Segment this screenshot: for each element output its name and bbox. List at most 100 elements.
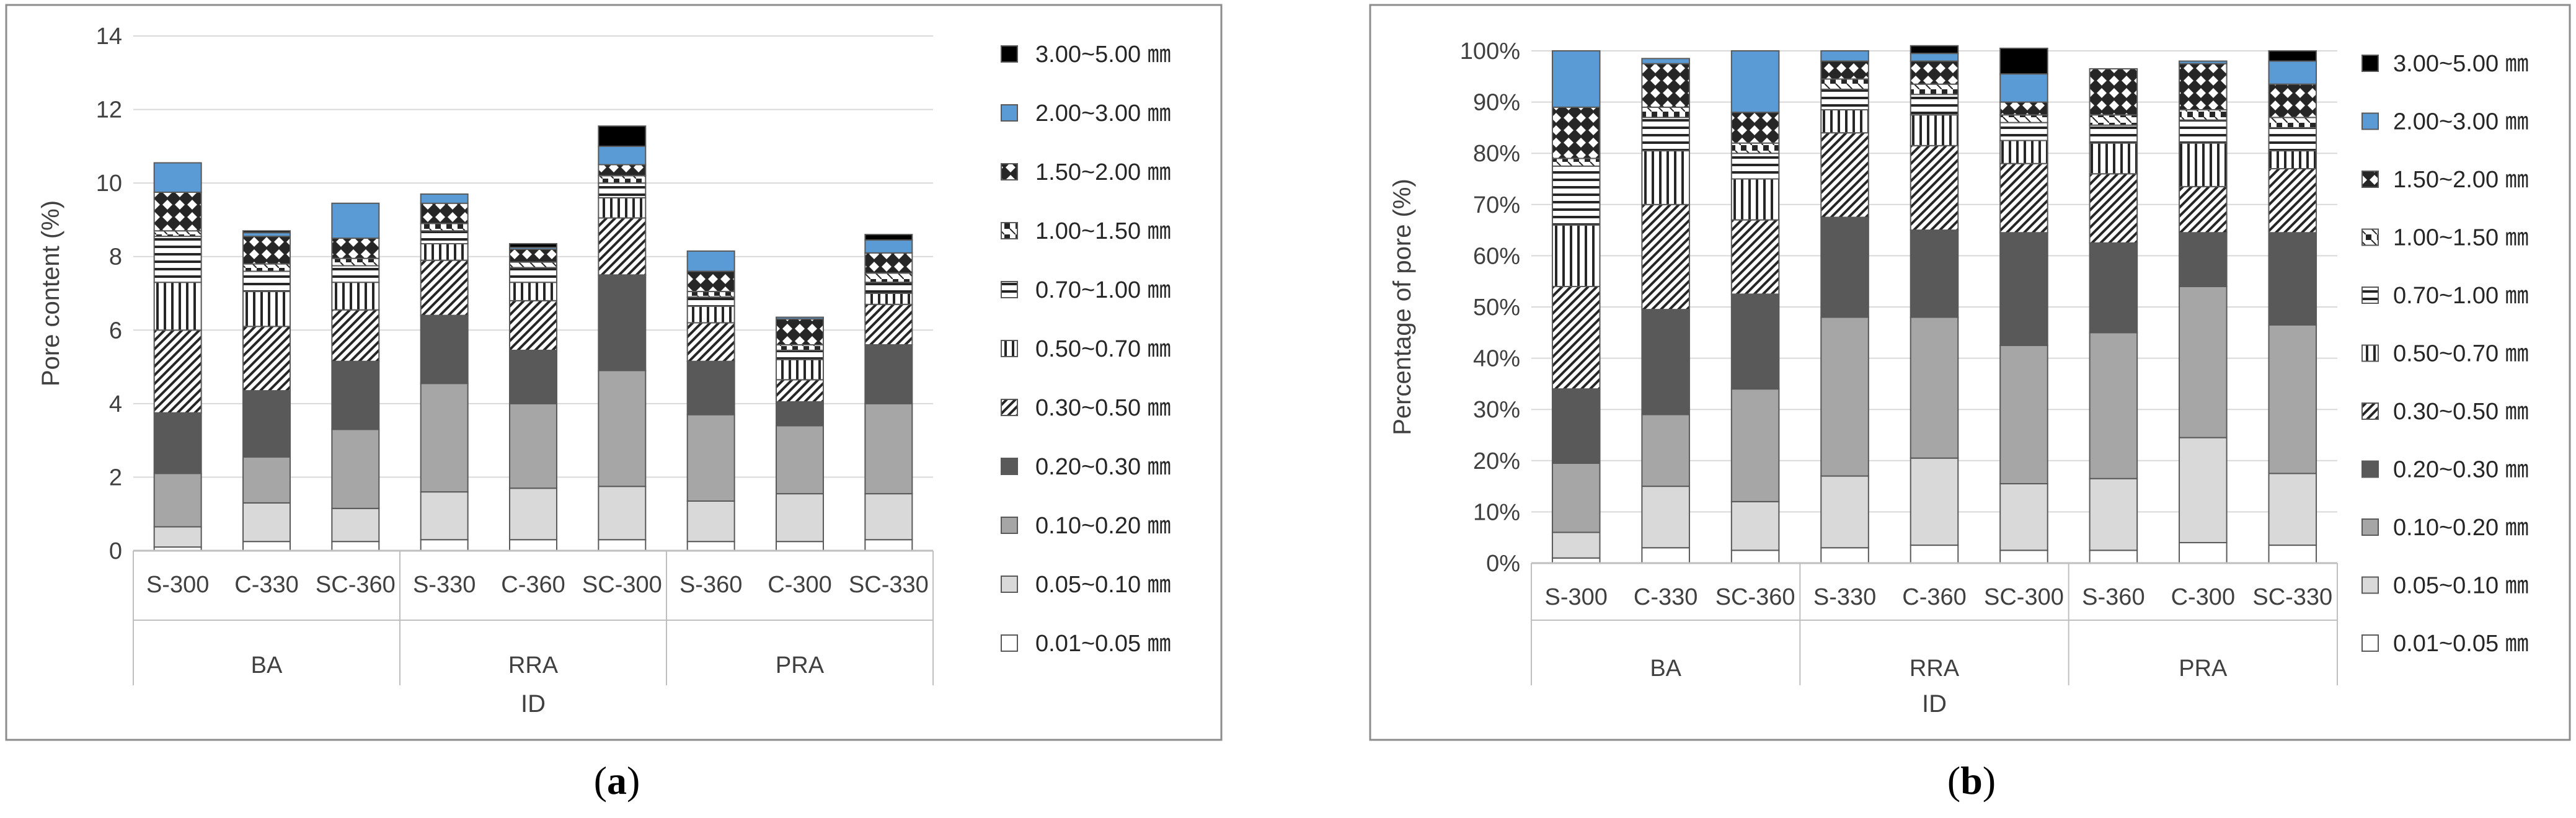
y-tick-label: 10% <box>1473 499 1520 525</box>
legend-label: 0.70~1.00 ㎜ <box>2393 283 2529 309</box>
bar-segment <box>1641 106 1690 118</box>
legend-swatch <box>2361 634 2379 652</box>
bar-segment <box>1730 153 1780 180</box>
bar-segment <box>1730 178 1780 221</box>
bar-segment <box>1820 475 1869 549</box>
bar-segment <box>331 265 380 283</box>
bar-segment <box>1999 162 2048 234</box>
bar-segment <box>686 414 735 502</box>
bar-segment <box>864 402 913 495</box>
legend-label: 0.20~0.30 ㎜ <box>2393 457 2529 483</box>
bar-segment <box>1730 549 1780 564</box>
legend-label: 0.10~0.20 ㎜ <box>1035 513 1171 539</box>
bar-segment <box>1730 142 1780 154</box>
y-tick-label: 12 <box>96 97 122 123</box>
bar-segment <box>1999 549 2048 564</box>
bar-segment <box>864 272 913 283</box>
bar-segment <box>331 429 380 509</box>
bar-segment <box>331 282 380 311</box>
bar-segment <box>242 456 291 504</box>
bar-segment <box>242 291 291 327</box>
bar-segment <box>1910 229 1959 318</box>
bar-segment <box>776 493 824 543</box>
bar-segment <box>2179 541 2228 564</box>
bar-segment <box>598 145 647 166</box>
bar-segment <box>2089 242 2138 334</box>
bar-segment <box>1910 457 1959 546</box>
bar-segment <box>420 230 469 244</box>
y-tick-label: 2 <box>109 465 122 491</box>
bar-segment <box>1641 150 1690 205</box>
y-tick-label: 10 <box>96 171 122 197</box>
legend-swatch <box>1001 163 1018 180</box>
bar-segment <box>2089 173 2138 244</box>
bar-segment <box>420 383 469 493</box>
legend-label: 1.00~1.50 ㎜ <box>2393 225 2529 251</box>
legend-label: 0.01~0.05 ㎜ <box>1035 631 1171 657</box>
legend-label: 0.30~0.50 ㎜ <box>1035 395 1171 421</box>
x-axis-title: ID <box>1922 690 1947 718</box>
bar-segment <box>1730 388 1780 502</box>
bar-segment <box>420 223 469 232</box>
bar-segment <box>2179 63 2228 110</box>
bar-segment <box>2179 437 2228 543</box>
bar-segment <box>331 360 380 430</box>
bar-segment <box>1820 547 1869 564</box>
bar-segment <box>1820 50 1869 62</box>
bar-segment <box>864 539 913 552</box>
legend-swatch <box>2361 112 2379 130</box>
bar-segment <box>686 541 735 552</box>
legend-label: 2.00~3.00 ㎜ <box>2393 109 2529 135</box>
bar-segment <box>1730 112 1780 144</box>
bar-segment <box>420 242 469 261</box>
bar-segment <box>2268 167 2317 234</box>
bar-segment <box>1999 232 2048 346</box>
bar-segment <box>242 263 291 272</box>
bar-segment <box>242 541 291 552</box>
bar-segment <box>153 526 202 548</box>
x-category-label: SC-300 <box>582 572 662 598</box>
legend-swatch <box>2361 228 2379 246</box>
legend-swatch <box>2361 518 2379 536</box>
bar-segment <box>1910 114 1959 146</box>
bar-segment <box>1999 47 2048 75</box>
panel-b-chart: 0% 10% 20% 30% 40% 50% 60% 70% 80% 90% 100% Percent… <box>1389 38 2529 718</box>
bar-segment <box>242 236 291 265</box>
bar-segment <box>776 401 824 427</box>
bar-segment <box>2268 232 2317 326</box>
bar-segment <box>2268 117 2317 128</box>
bar-segment <box>153 412 202 474</box>
legend-label: 0.50~0.70 ㎜ <box>2393 341 2529 367</box>
legend-swatch <box>2361 287 2379 304</box>
x-group-label: PRA <box>776 652 825 678</box>
bar-segment <box>1551 50 1601 108</box>
bar-segment <box>153 162 202 193</box>
bar-segment <box>1551 158 1601 167</box>
caption-b: (b) <box>1947 758 1996 802</box>
bar-segment <box>686 296 735 307</box>
bar-segment <box>242 390 291 458</box>
bar-segment <box>1551 165 1601 226</box>
bar-segment <box>776 349 824 360</box>
bar-segment <box>2268 60 2317 85</box>
bar-segment <box>420 314 469 385</box>
legend-label: 0.20~0.30 ㎜ <box>1035 454 1171 480</box>
legend-swatch <box>1001 45 1018 63</box>
bar-segment <box>2179 109 2228 121</box>
bar-segment <box>1999 101 2048 116</box>
bar-segment <box>2089 478 2138 551</box>
bar-segment <box>2089 114 2138 126</box>
y-tick-label: 40% <box>1473 346 1520 372</box>
x-group-label: PRA <box>2179 656 2228 682</box>
legend-swatch <box>1001 576 1018 593</box>
bar-segment <box>864 252 913 274</box>
bar-segment <box>598 182 647 198</box>
bar-segment <box>1820 316 1869 477</box>
bar-segment <box>153 473 202 528</box>
y-tick-label: 80% <box>1473 141 1520 167</box>
bar-segment <box>331 257 380 267</box>
bar-segment <box>864 303 913 345</box>
x-category-label: S-360 <box>2082 584 2144 610</box>
bar-segment <box>2179 232 2228 287</box>
panel-a-chart: 0 2 4 6 8 10 12 14 Pore content (%) S-300 C-330 SC-… <box>37 24 1171 718</box>
